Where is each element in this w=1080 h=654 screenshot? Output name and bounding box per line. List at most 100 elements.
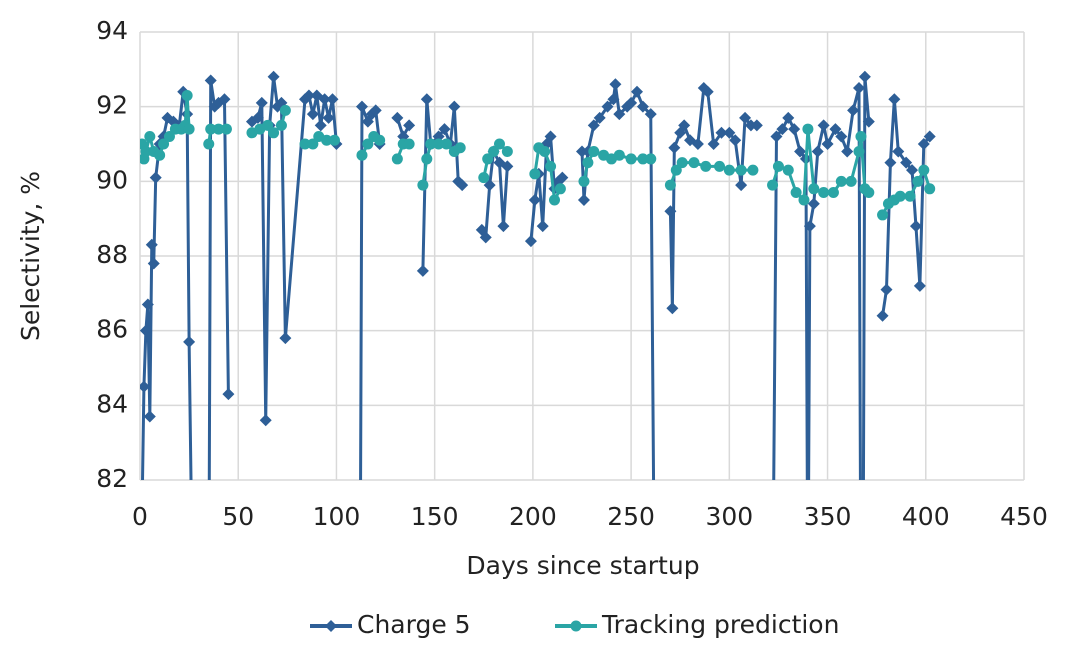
data-point — [326, 93, 339, 106]
data-point — [645, 153, 657, 165]
data-point — [841, 145, 854, 158]
data-point — [700, 160, 712, 172]
data-point — [391, 111, 404, 124]
data-point — [802, 123, 814, 135]
data-point — [205, 123, 217, 135]
data-point — [924, 183, 936, 195]
data-point — [140, 324, 152, 337]
data-point — [482, 153, 494, 165]
data-point — [829, 123, 842, 136]
data-point — [268, 127, 280, 139]
data-point — [803, 220, 816, 233]
data-point — [613, 149, 625, 161]
data-point — [328, 134, 340, 146]
legend-item: Tracking prediction — [555, 610, 839, 639]
data-point — [707, 138, 720, 150]
data-point — [321, 134, 333, 146]
data-point — [587, 119, 600, 132]
data-point — [440, 138, 452, 150]
x-tick-label: 400 — [902, 502, 950, 531]
data-point — [374, 134, 386, 146]
data-point — [448, 100, 461, 113]
data-point — [782, 111, 795, 124]
data-point — [666, 302, 679, 315]
data-point — [141, 298, 154, 311]
data-point — [417, 179, 429, 191]
data-point — [817, 119, 830, 132]
data-point — [577, 194, 590, 206]
plot-area — [140, 70, 936, 635]
data-point — [894, 190, 906, 202]
data-point — [847, 104, 860, 117]
data-point — [140, 380, 150, 393]
data-point — [853, 145, 865, 157]
data-point — [306, 108, 319, 121]
data-point — [493, 138, 505, 150]
data-point — [183, 123, 195, 135]
data-point — [528, 194, 541, 206]
y-tick-label: 82 — [96, 464, 128, 493]
data-point — [723, 126, 736, 139]
data-point — [267, 70, 280, 83]
data-point — [593, 111, 606, 124]
data-point — [299, 138, 311, 150]
data-point — [729, 134, 742, 147]
x-axis-label: Days since startup — [466, 551, 699, 580]
data-point — [529, 168, 541, 180]
data-point — [425, 138, 437, 150]
data-point — [355, 100, 368, 113]
data-point — [858, 70, 871, 83]
data-point — [222, 388, 235, 401]
data-point — [251, 111, 264, 124]
data-point — [788, 123, 801, 136]
data-point — [544, 130, 557, 143]
x-tick-label: 100 — [313, 502, 361, 531]
y-tick-label: 94 — [96, 16, 128, 45]
data-point — [556, 171, 569, 184]
data-point — [607, 93, 620, 106]
data-point — [144, 131, 156, 143]
data-point — [307, 138, 319, 150]
data-point — [203, 623, 215, 635]
data-point — [302, 89, 315, 102]
data-point — [767, 179, 779, 191]
data-point — [322, 111, 335, 124]
data-point — [691, 138, 704, 150]
data-point — [438, 123, 451, 136]
x-tick-label: 450 — [1000, 502, 1048, 531]
data-point — [356, 149, 368, 161]
data-point — [488, 145, 500, 157]
y-tick-label: 88 — [96, 240, 128, 269]
data-point — [548, 194, 560, 206]
data-point — [631, 85, 644, 98]
data-point — [808, 183, 820, 195]
data-point — [664, 179, 676, 191]
data-point — [862, 115, 875, 128]
data-point — [187, 623, 199, 635]
data-point — [601, 100, 614, 113]
data-point — [900, 156, 913, 169]
data-point — [845, 175, 857, 187]
data-point — [501, 160, 514, 173]
data-point — [279, 104, 291, 116]
data-point — [701, 85, 714, 98]
data-point — [362, 138, 374, 150]
data-point — [739, 111, 752, 124]
data-point — [798, 194, 810, 206]
data-point — [403, 138, 415, 150]
data-point — [855, 623, 867, 635]
data-point — [913, 279, 926, 292]
data-point — [794, 145, 807, 158]
data-point — [318, 93, 331, 106]
data-point — [909, 220, 922, 233]
data-point — [715, 126, 728, 139]
data-point — [876, 309, 889, 322]
data-point — [625, 153, 637, 165]
data-point — [688, 157, 700, 169]
y-tick-label: 90 — [96, 165, 128, 194]
data-point — [545, 160, 557, 172]
data-point — [181, 89, 193, 101]
data-point — [536, 220, 549, 233]
y-tick-label: 92 — [96, 91, 128, 120]
